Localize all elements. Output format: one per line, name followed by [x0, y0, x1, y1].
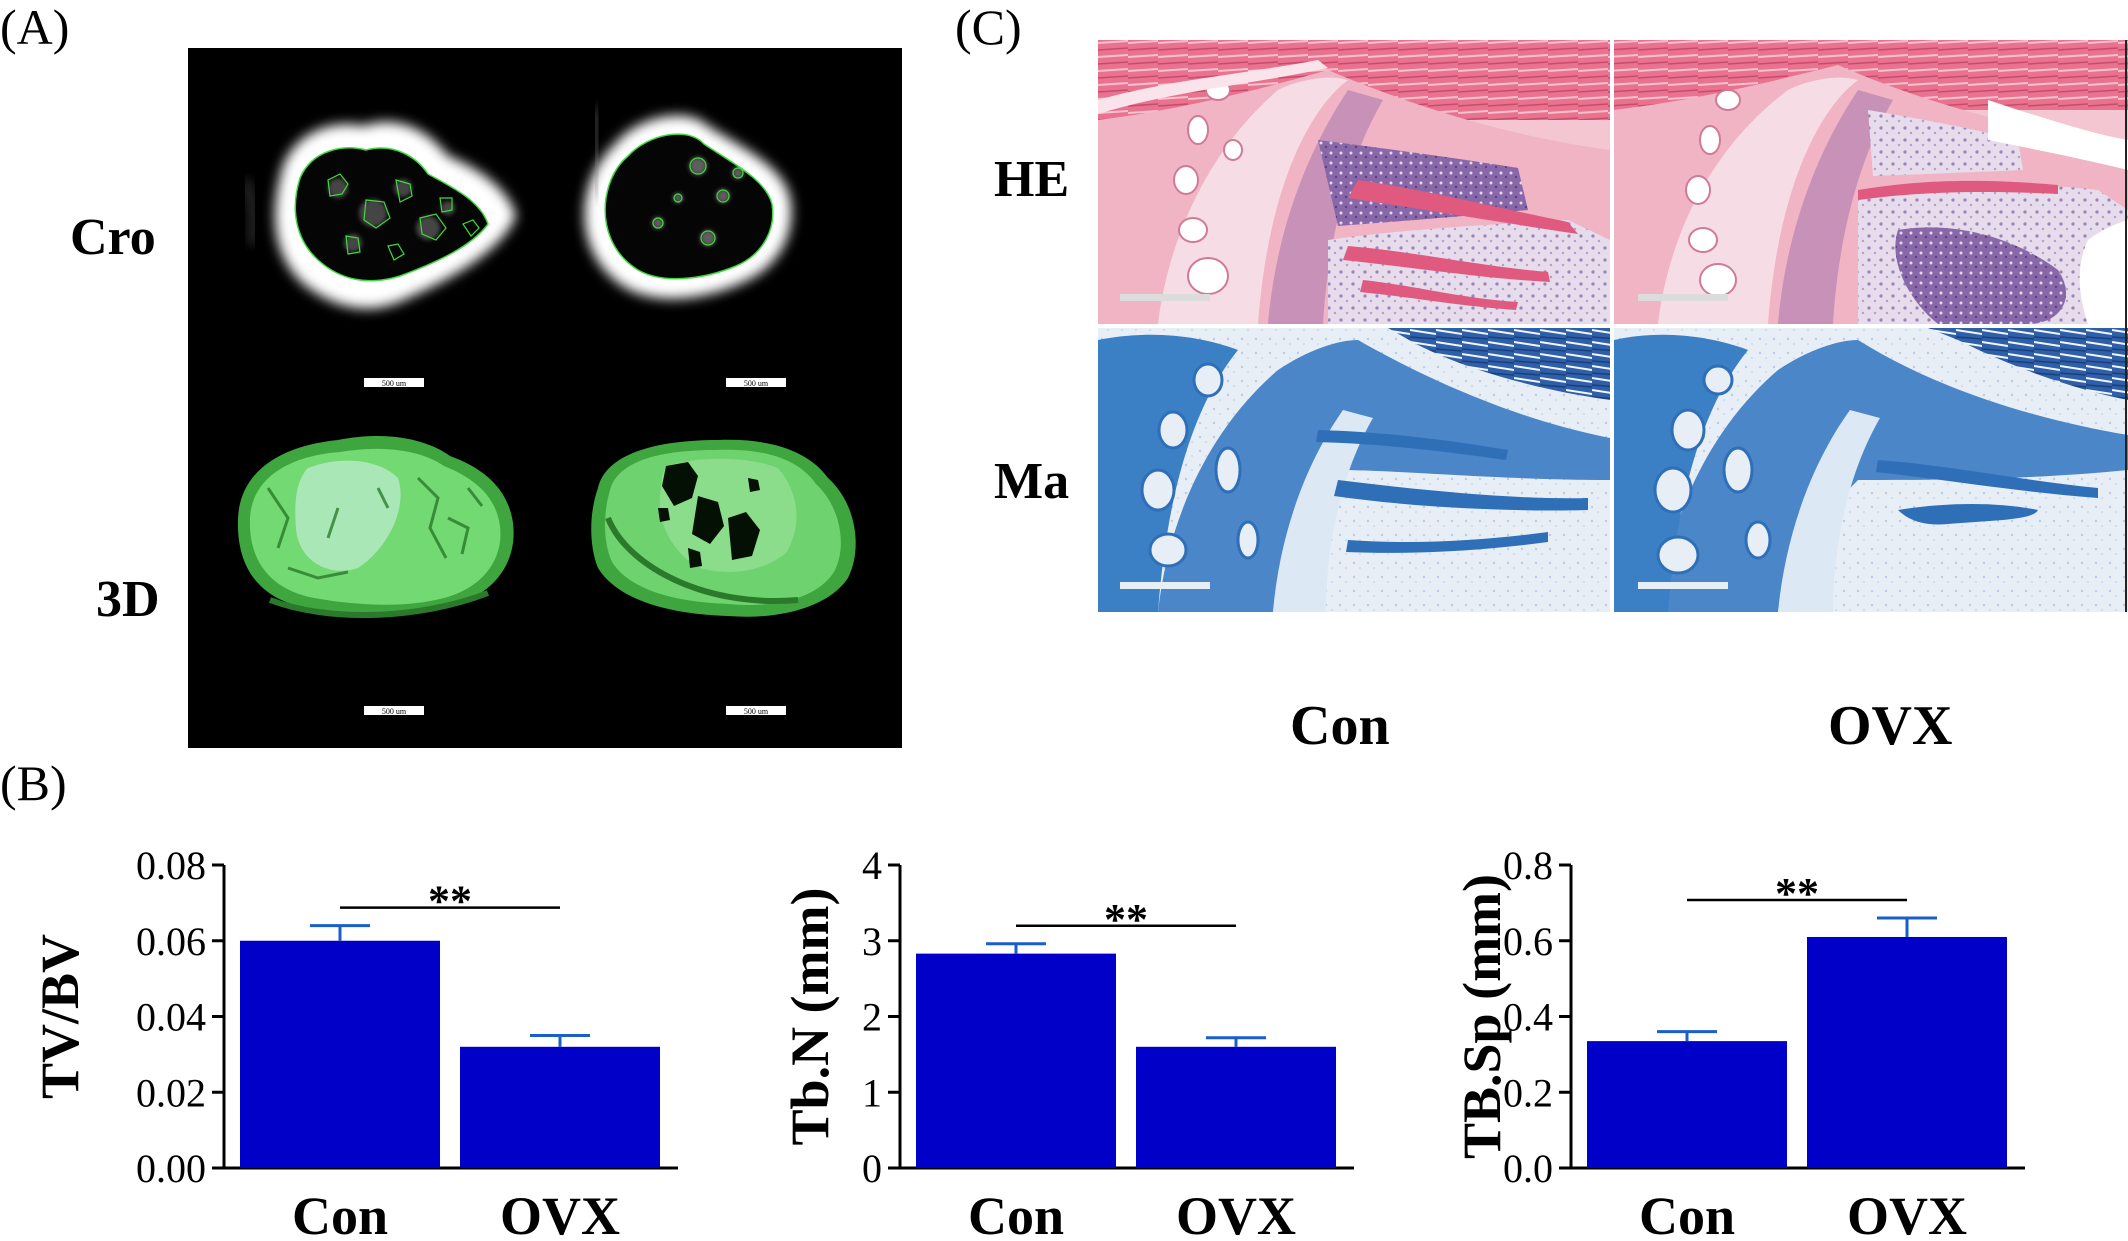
y-tick-label: 0.00: [136, 1146, 206, 1191]
x-tick-label: Con: [1639, 1186, 1735, 1241]
scale-bar-1: 500 um: [364, 378, 424, 388]
group-label-ovx: OVX: [1828, 695, 1953, 757]
y-tick-label: 0.02: [136, 1070, 206, 1115]
row-label-he: HE: [994, 151, 1070, 208]
bar-ovx: [460, 1046, 660, 1168]
y-tick-label: 0.8: [1503, 843, 1553, 888]
y-tick-label: 1: [862, 1070, 882, 1115]
panel-label-b: (B): [0, 755, 67, 811]
significance-marker: **: [1775, 869, 1819, 918]
group-label-con: Con: [1290, 695, 1390, 757]
x-tick-label: OVX: [500, 1186, 620, 1241]
y-tick-label: 2: [862, 995, 882, 1040]
y-tick-label: 0.6: [1503, 919, 1553, 964]
significance-marker: **: [1104, 895, 1148, 944]
bar-con: [240, 940, 440, 1168]
svg-text:500 um: 500 um: [744, 707, 769, 716]
histology-image: [1098, 40, 2128, 612]
micro-ct-image: 500 um 500 um 500 um 500 um: [188, 48, 902, 748]
scale-bar-3: 500 um: [364, 706, 424, 716]
histology-ma-ovx: [1614, 328, 2128, 612]
bar-con: [916, 953, 1116, 1168]
histology-he-ovx: [1614, 40, 2128, 324]
x-tick-label: OVX: [1176, 1186, 1296, 1241]
bar-ovx: [1136, 1046, 1336, 1168]
y-tick-label: 0.4: [1503, 995, 1553, 1040]
micro-ct-cro-ovx: [584, 107, 792, 299]
x-tick-label: OVX: [1847, 1186, 1967, 1241]
panel-label-a: (A): [0, 0, 70, 55]
y-tick-label: 0.06: [136, 919, 206, 964]
micro-ct-cro-con: [243, 121, 516, 309]
y-axis-label: Tb.N (mm): [780, 888, 840, 1146]
scale-bar-4: 500 um: [726, 706, 786, 716]
row-label-ma: Ma: [994, 453, 1070, 510]
svg-text:500 um: 500 um: [744, 379, 769, 388]
x-tick-label: Con: [292, 1186, 388, 1241]
y-tick-label: 0.0: [1503, 1146, 1553, 1191]
svg-text:500 um: 500 um: [382, 707, 407, 716]
panel-label-c: (C): [955, 0, 1022, 55]
row-label-cro: Cro: [70, 209, 156, 266]
bar-con: [1587, 1041, 1787, 1168]
row-label-3d: 3D: [96, 571, 160, 628]
y-tick-label: 3: [862, 919, 882, 964]
y-tick-label: 0.08: [136, 843, 206, 888]
y-tick-label: 0.04: [136, 995, 206, 1040]
y-axis-label: TV/BV: [30, 934, 90, 1099]
x-tick-label: Con: [968, 1186, 1064, 1241]
histology-ma-con: [1098, 328, 1610, 612]
bar-charts: 0.00 0.02 0.04 0.06 0.08 Con OVX ** TV/BV 0 1 2 3 4 Co…: [30, 843, 2025, 1241]
y-tick-label: 4: [862, 843, 882, 888]
micro-ct-3d-con: [237, 435, 514, 619]
bar-ovx: [1807, 936, 2007, 1168]
scale-bar-2: 500 um: [726, 378, 786, 388]
histology-he-con: [1098, 40, 1610, 324]
y-axis-label: TB.Sp (mm): [1452, 874, 1512, 1159]
y-tick-label: 0: [862, 1146, 882, 1191]
significance-marker: **: [428, 877, 472, 926]
svg-text:500 um: 500 um: [382, 379, 407, 388]
micro-ct-3d-ovx: [591, 439, 856, 617]
y-tick-label: 0.2: [1503, 1070, 1553, 1115]
